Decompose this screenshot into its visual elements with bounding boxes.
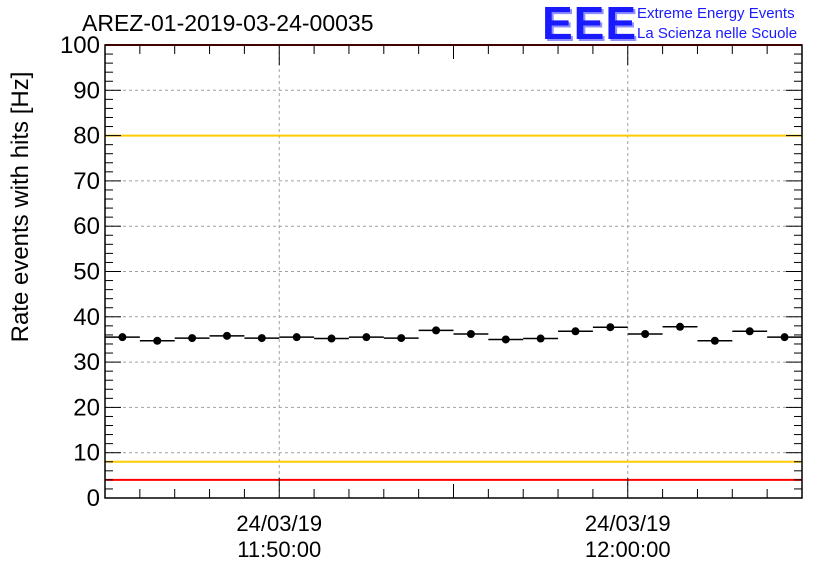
logo-line-1: Extreme Energy Events: [637, 5, 795, 22]
data-point: [780, 333, 789, 342]
data-point: [745, 327, 754, 336]
data-point: [676, 322, 685, 331]
y-axis-label: Rate events with hits [Hz]: [7, 72, 34, 343]
data-point: [153, 336, 162, 345]
data-point: [710, 336, 719, 345]
chart-title: AREZ-01-2019-03-24-00035: [82, 10, 374, 36]
x-tick-label-time: 11:50:00: [237, 537, 321, 562]
y-tick-label: 40: [73, 304, 100, 331]
data-point: [432, 326, 441, 335]
data-point: [501, 335, 510, 344]
data-series: [105, 322, 802, 345]
y-tick-label: 70: [73, 168, 100, 195]
data-point: [327, 334, 336, 343]
y-tick-label: 0: [87, 485, 100, 512]
grid-layer: [105, 45, 802, 498]
data-point: [362, 333, 371, 342]
data-point: [571, 327, 580, 336]
data-point: [292, 333, 301, 342]
data-point: [466, 330, 475, 339]
data-point: [536, 334, 545, 343]
eee-logo-mark: EEE: [542, 0, 638, 49]
reference-lines: [105, 44, 802, 481]
y-tick-label: 90: [73, 77, 100, 104]
x-tick-label-time: 12:00:00: [585, 537, 671, 562]
axes: 010203040506070809010024/03/1911:50:0024…: [60, 32, 803, 562]
y-tick-label: 30: [73, 349, 100, 376]
data-point: [641, 330, 650, 339]
y-tick-label: 100: [60, 32, 100, 59]
data-point: [222, 331, 231, 340]
data-point: [606, 323, 615, 332]
logo-line-2: La Scienza nelle Scuole: [637, 25, 798, 42]
y-tick-label: 20: [73, 394, 100, 421]
eee-logo: EEE Extreme Energy Events La Scienza nel…: [542, 0, 832, 49]
data-point: [188, 334, 197, 343]
y-tick-label: 60: [73, 213, 100, 240]
y-tick-label: 80: [73, 123, 100, 150]
y-tick-label: 10: [73, 440, 100, 467]
x-tick-label-date: 24/03/19: [585, 511, 671, 536]
data-point: [257, 334, 266, 343]
data-point: [397, 334, 406, 343]
data-point: [118, 333, 127, 342]
x-tick-label-date: 24/03/19: [236, 511, 322, 536]
y-tick-label: 50: [73, 259, 100, 286]
